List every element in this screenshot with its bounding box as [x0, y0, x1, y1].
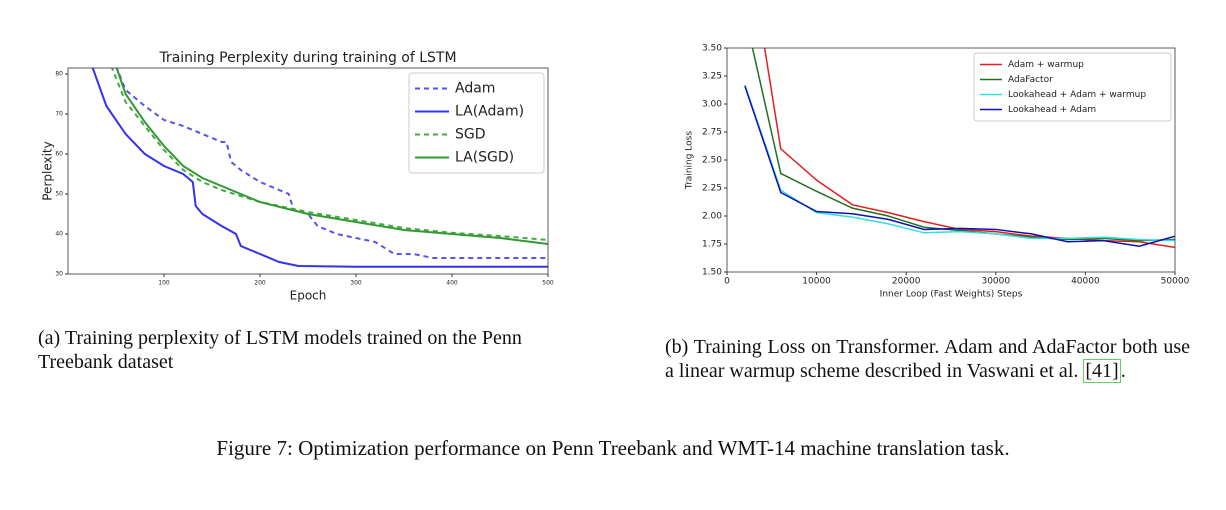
- legend-label: Adam: [455, 81, 495, 97]
- series-line: [763, 48, 1175, 249]
- series-line: [744, 85, 1175, 248]
- y-tick-label: 30: [55, 271, 63, 278]
- legend-label: LA(Adam): [455, 104, 524, 120]
- series-line: [110, 68, 548, 241]
- legend-label: SGD: [455, 127, 486, 143]
- x-tick-label: 0: [724, 277, 730, 287]
- x-tick-label: 400: [446, 280, 458, 287]
- x-axis-label: Inner Loop (Fast Weights) Steps: [880, 290, 1023, 300]
- plot-frame: [67, 67, 549, 275]
- y-tick-label: 40: [55, 231, 63, 238]
- citation[interactable]: [41]: [1083, 359, 1121, 383]
- plot-lines: [744, 48, 1175, 249]
- x-tick-label: 30000: [981, 277, 1010, 287]
- x-tick-label: 20000: [892, 277, 921, 287]
- y-tick-label: 50: [55, 191, 63, 198]
- y-tick-label: 3.00: [702, 100, 722, 110]
- x-tick-label: 500: [542, 280, 554, 287]
- chart-title: Training Perplexity during training of L…: [158, 50, 456, 66]
- plot-lines: [91, 68, 548, 268]
- legend-label: LA(SGD): [455, 150, 514, 166]
- series-line: [751, 48, 1175, 242]
- legend-label: Lookahead + Adam + warmup: [1008, 90, 1146, 100]
- y-tick-label: 3.50: [702, 44, 722, 54]
- y-tick-label: 2.50: [702, 156, 722, 166]
- x-tick-label: 50000: [1161, 277, 1190, 287]
- y-tick-label: 2.25: [702, 184, 722, 194]
- y-tick-label: 1.50: [702, 268, 722, 278]
- y-tick-label: 2.75: [702, 128, 722, 138]
- legend-box: [973, 52, 1172, 122]
- y-tick-label: 1.75: [702, 240, 722, 250]
- x-tick-label: 10000: [802, 277, 831, 287]
- y-tick-label: 80: [55, 71, 63, 78]
- series-line: [91, 68, 548, 268]
- x-tick-label: 300: [350, 280, 362, 287]
- legend-box: [408, 72, 545, 174]
- x-axis-label: Epoch: [290, 289, 327, 303]
- x-tick-label: 100: [158, 280, 170, 287]
- legend-label: Adam + warmup: [1008, 60, 1084, 70]
- y-tick-label: 3.25: [702, 72, 722, 82]
- subcaption-b: (b) Training Loss on Transformer. Adam a…: [665, 335, 1190, 383]
- caption-text: (b) Training Loss on Transformer. Adam a…: [665, 336, 1190, 382]
- y-tick-label: 70: [55, 111, 63, 118]
- series-line: [115, 68, 548, 259]
- caption-end: .: [1120, 360, 1126, 382]
- y-tick-label: 2.00: [702, 212, 722, 222]
- legend-label: Lookahead + Adam: [1008, 105, 1096, 115]
- x-tick-label: 200: [254, 280, 266, 287]
- subcaption-a: (a) Training perplexity of LSTM models t…: [38, 327, 522, 373]
- y-tick-label: 60: [55, 151, 63, 158]
- plot-frame: [726, 47, 1176, 273]
- y-axis-label: Training Loss: [685, 131, 695, 190]
- figure-caption: Figure 7: Optimization performance on Pe…: [216, 436, 1010, 460]
- series-line: [115, 68, 548, 245]
- legend-label: AdaFactor: [1008, 75, 1053, 85]
- x-tick-label: 40000: [1071, 277, 1100, 287]
- series-line: [744, 84, 1175, 242]
- y-axis-label: Perplexity: [41, 141, 55, 201]
